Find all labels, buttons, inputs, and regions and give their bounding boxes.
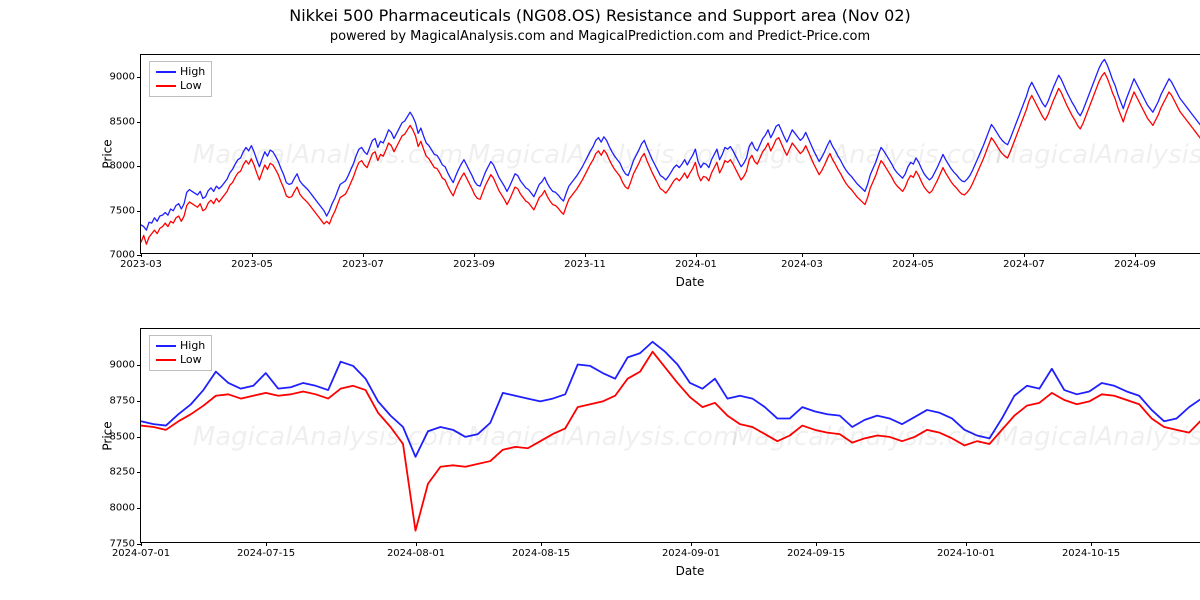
series-high: [141, 342, 1200, 457]
page-title: Nikkei 500 Pharmaceuticals (NG08.OS) Res…: [0, 0, 1200, 25]
chart-top-plot: [141, 55, 1200, 253]
chart-bottom-legend: High Low: [149, 335, 212, 371]
legend-swatch-high: [156, 345, 176, 347]
chart-top-legend: High Low: [149, 61, 212, 97]
legend-swatch-high: [156, 71, 176, 73]
legend-label-high: High: [180, 65, 205, 79]
series-low: [141, 73, 1200, 245]
series-high: [141, 59, 1200, 230]
chart-bottom-xlabel: Date: [676, 564, 705, 578]
legend-label-low: Low: [180, 353, 202, 367]
chart-bottom-plot: [141, 329, 1200, 542]
chart-top: Price Date High Low 70007500800085009000…: [140, 54, 1200, 254]
legend-label-high: High: [180, 339, 205, 353]
page-subtitle: powered by MagicalAnalysis.com and Magic…: [0, 25, 1200, 48]
chart-top-xlabel: Date: [676, 275, 705, 289]
chart-bottom: Price Date High Low 77508000825085008750…: [140, 328, 1200, 543]
series-low: [141, 352, 1200, 531]
legend-swatch-low: [156, 85, 176, 87]
legend-swatch-low: [156, 359, 176, 361]
legend-label-low: Low: [180, 79, 202, 93]
